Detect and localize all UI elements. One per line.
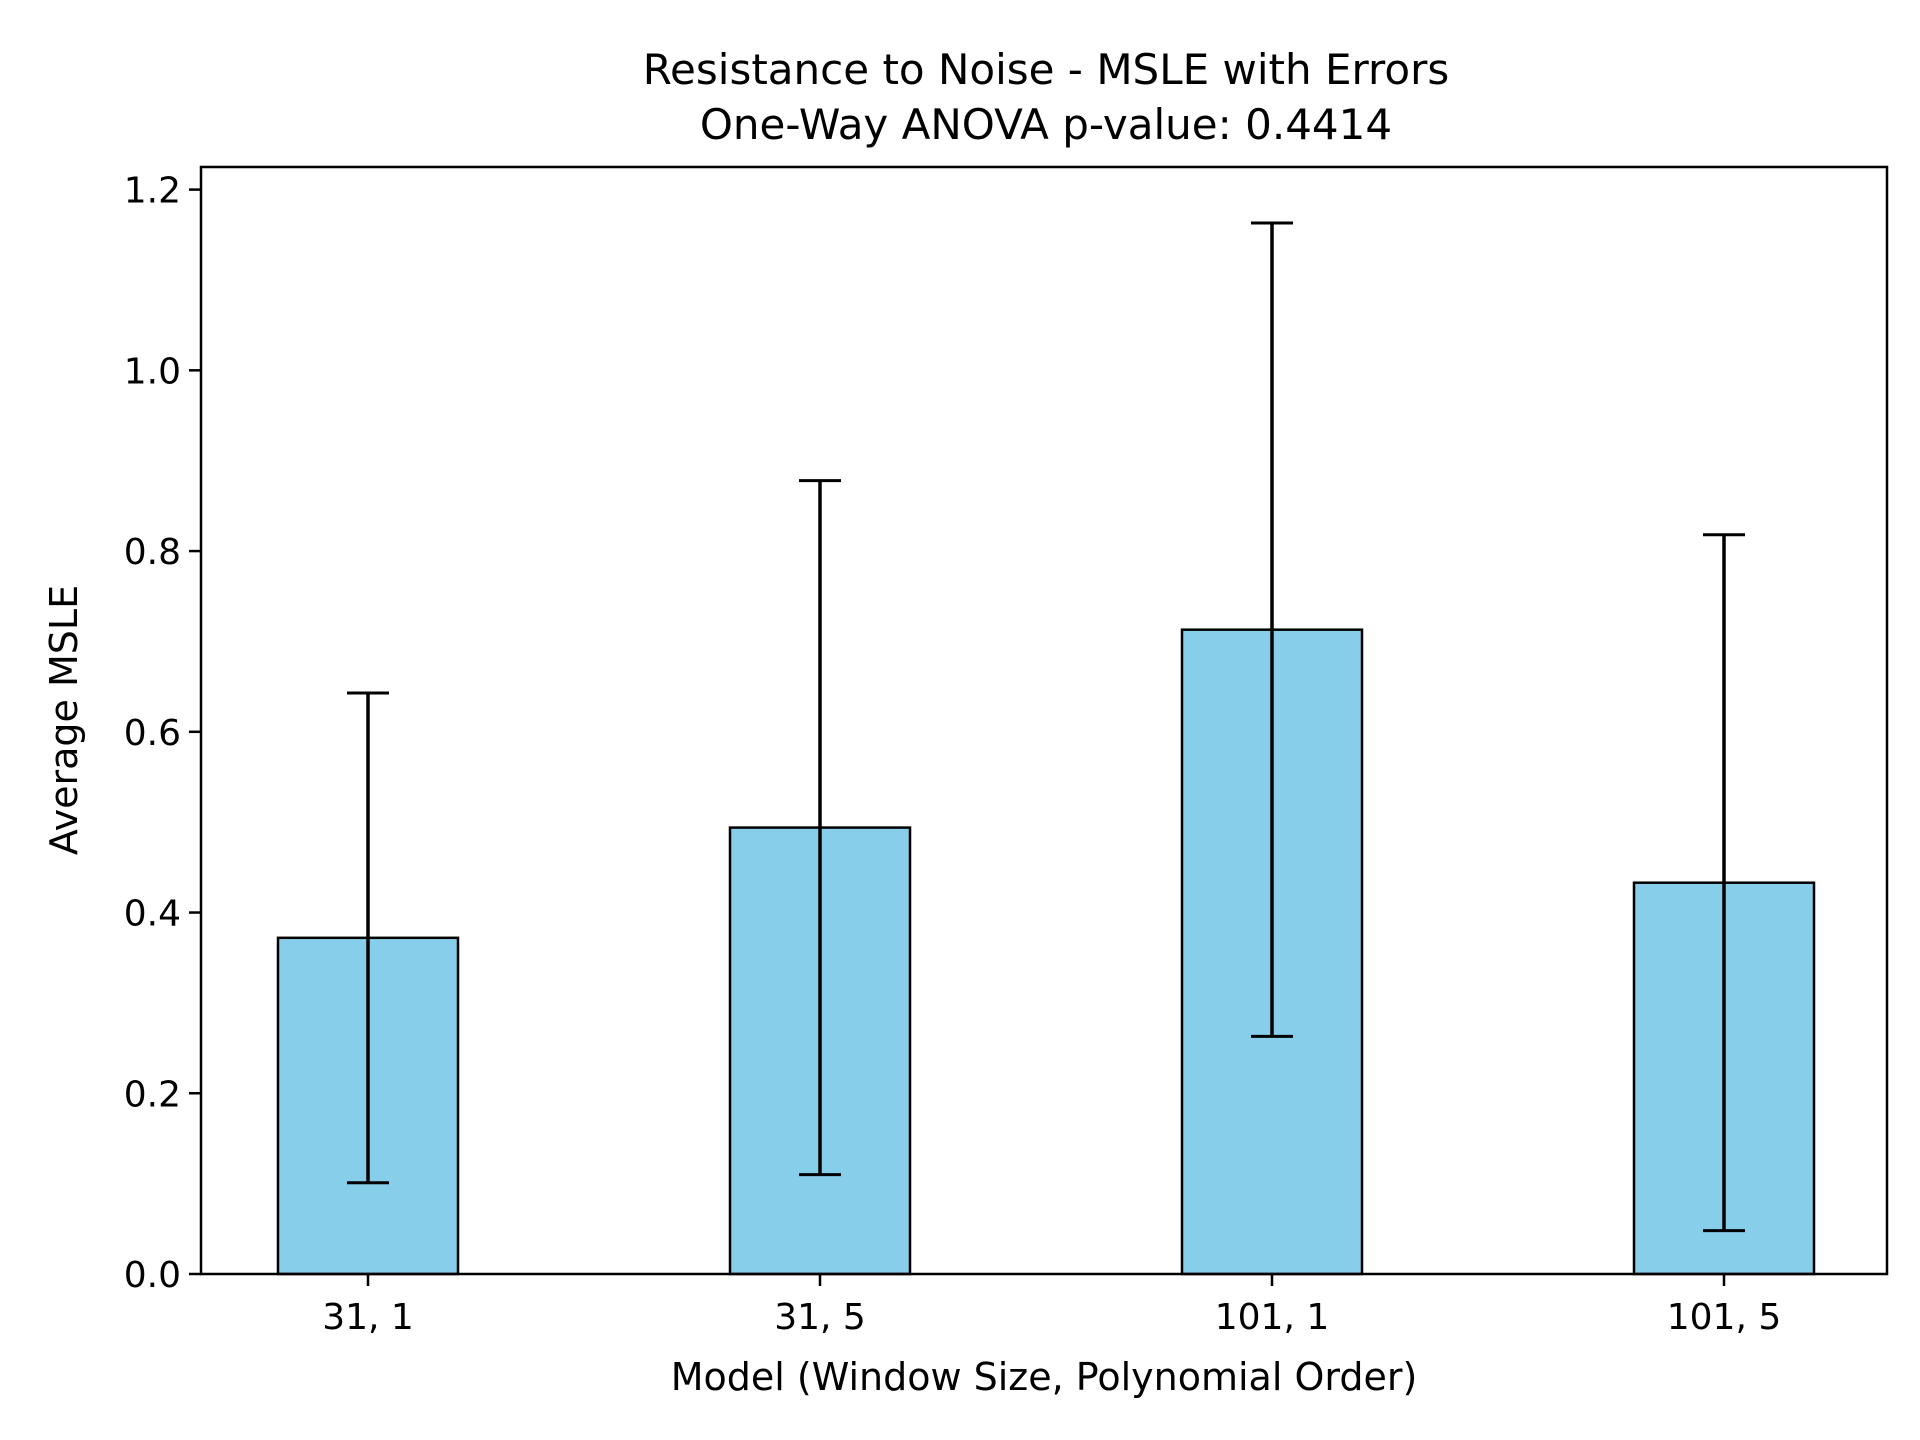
x-tick-label: 31, 1 (322, 1297, 414, 1338)
y-tick-label: 1.0 (124, 351, 181, 392)
plot-frame (199, 165, 1889, 1276)
y-tick-label: 0.0 (124, 1255, 181, 1296)
y-tick-label: 0.2 (124, 1074, 181, 1115)
y-tick-label: 0.4 (124, 894, 181, 935)
plot-area: 0.0 0.2 0.4 0.6 0.8 1.0 1.2 31, 1 31, 5 101, 1 101… (124, 171, 1816, 1338)
x-tick-label: 101, 5 (1667, 1297, 1782, 1338)
y-axis-label: Average MSLE (42, 585, 86, 855)
y-tick-label: 0.8 (124, 532, 181, 573)
x-axis-label: Model (Window Size, Polynomial Order) (671, 1355, 1418, 1399)
chart-title: Resistance to Noise - MSLE with Errors (643, 45, 1449, 94)
x-tick-label: 31, 5 (774, 1297, 866, 1338)
y-tick-label: 0.6 (124, 713, 181, 754)
y-tick-label: 1.2 (124, 171, 181, 212)
chart-subtitle: One-Way ANOVA p-value: 0.4414 (700, 100, 1392, 149)
x-tick-label: 101, 1 (1215, 1297, 1330, 1338)
